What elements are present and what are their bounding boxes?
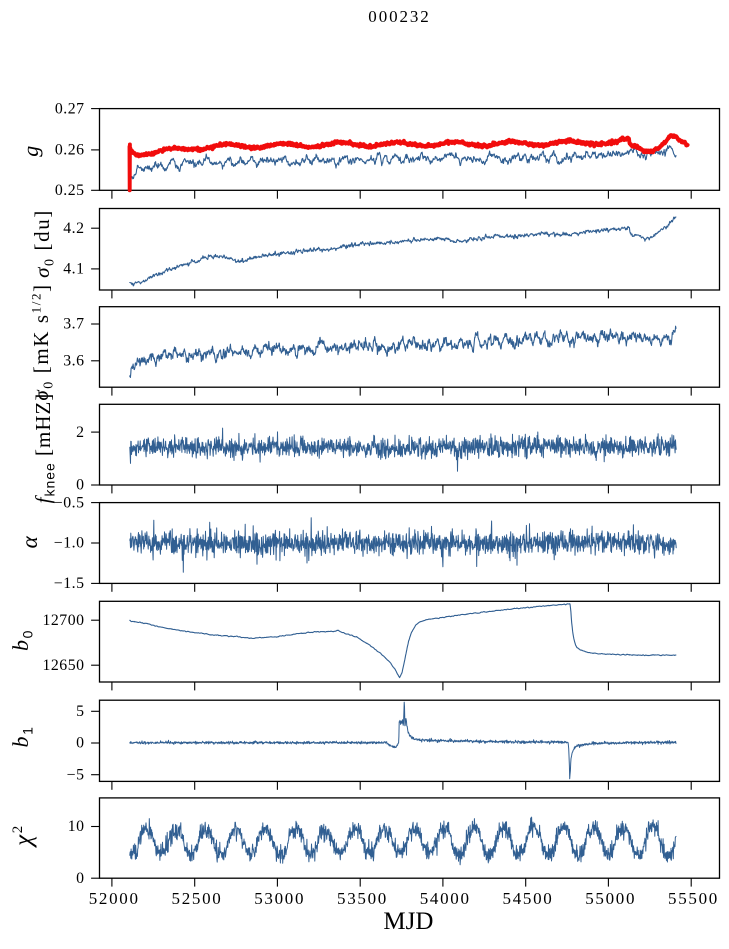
svg-text:4.1: 4.1	[63, 261, 84, 278]
svg-text:54000: 54000	[420, 889, 471, 908]
svg-text:σ0 [mK s1/2]: σ0 [mK s1/2]	[29, 283, 57, 400]
svg-text:3.6: 3.6	[63, 353, 84, 370]
svg-text:52000: 52000	[89, 889, 140, 908]
svg-text:0: 0	[76, 870, 84, 887]
svg-text:fknee [mHZ]: fknee [mHZ]	[31, 393, 58, 504]
svg-text:0: 0	[76, 477, 84, 494]
svg-text:53500: 53500	[337, 889, 388, 908]
svg-text:12700: 12700	[43, 612, 85, 629]
svg-text:5: 5	[76, 703, 84, 720]
svg-text:52500: 52500	[172, 889, 223, 908]
svg-text:0.26: 0.26	[55, 142, 85, 159]
svg-text:α: α	[17, 535, 42, 549]
svg-text:χ2: χ2	[10, 824, 37, 848]
svg-text:−0.5: −0.5	[54, 494, 85, 511]
svg-text:54500: 54500	[503, 889, 554, 908]
svg-text:55000: 55000	[585, 889, 636, 908]
svg-text:53000: 53000	[254, 889, 305, 908]
svg-text:2: 2	[76, 424, 84, 441]
svg-text:3.7: 3.7	[63, 316, 84, 333]
svg-text:b0: b0	[8, 629, 36, 651]
svg-text:0.25: 0.25	[55, 182, 85, 199]
svg-text:4.2: 4.2	[63, 220, 84, 237]
svg-text:0.27: 0.27	[55, 100, 85, 117]
svg-text:10: 10	[68, 818, 85, 835]
svg-text:−1.0: −1.0	[54, 535, 85, 552]
svg-text:MJD: MJD	[383, 908, 433, 935]
svg-text:12650: 12650	[43, 657, 85, 674]
svg-text:σ0 [du]: σ0 [du]	[30, 209, 58, 278]
svg-text:−1.5: −1.5	[54, 575, 85, 592]
svg-text:0: 0	[76, 735, 84, 752]
svg-text:g: g	[18, 144, 43, 157]
svg-text:000232: 000232	[368, 7, 430, 26]
svg-text:55500: 55500	[668, 889, 719, 908]
svg-text:b1: b1	[8, 726, 36, 748]
svg-text:−5: −5	[67, 766, 85, 783]
